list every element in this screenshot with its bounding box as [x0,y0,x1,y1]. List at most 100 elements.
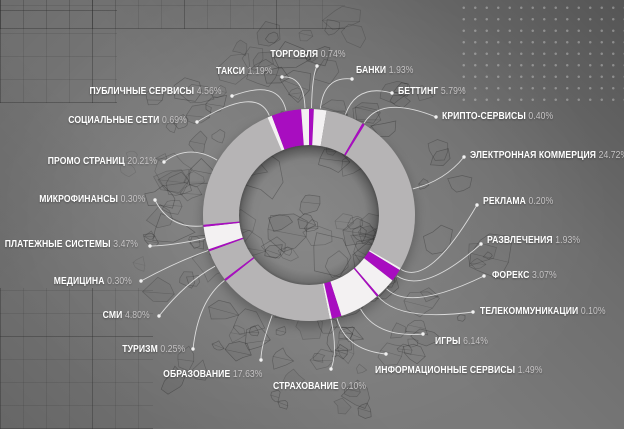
stone-facet-line [277,401,288,407]
stone-outline [188,130,208,153]
stone-facet-line [298,32,313,37]
category-label: ТУРИЗМ 0.25% [122,344,185,356]
category-label: КРИПТО-СЕРВИСЫ 0.40% [442,111,553,123]
donut-segment [354,258,393,296]
donut-segment [301,108,309,146]
stone-outline [336,338,355,365]
stone-outline [272,347,295,370]
stone-outline [312,353,326,363]
stone-outline [232,308,266,335]
leader-dot [315,64,319,68]
category-percent: 20.21% [127,156,157,167]
donut-segment [267,115,285,151]
stone-facet-line [275,329,286,333]
leader-dot [153,198,157,202]
stone-outline [298,30,314,42]
stone-outline [143,230,156,240]
stone-facet-line [273,56,311,60]
category-percent: 1.49% [517,365,543,376]
stone-outline [256,20,281,47]
stone-outline [241,46,264,71]
stone-outline [160,365,186,395]
leader-dot [421,332,425,336]
leader-dot [195,120,199,124]
stone-facet-line [225,349,252,356]
stone-outline [273,41,312,69]
category-percent: 0.74% [320,49,346,60]
stone-facet-line [164,204,183,207]
stone-outline [264,31,279,44]
donut-segment [209,238,254,280]
stone-outline [354,102,381,124]
category-percent: 0.10% [580,306,606,317]
stone-outline [403,343,426,365]
leader-dot [191,347,195,351]
stone-outline [179,184,203,202]
category-name: ФОРЕКС [492,270,530,281]
stone-facet-line [211,343,225,349]
stone-outline [304,51,317,63]
stone-outline [152,213,196,243]
leader-dot [162,160,166,164]
stone-outline [340,23,367,49]
category-percent: 0.30% [120,194,145,205]
leader-dot [259,358,263,362]
stone-outline [270,389,281,403]
stone-outline [211,128,226,144]
stone-facet-line [288,92,303,95]
leader-line [330,319,335,370]
stone-outline [469,233,513,280]
stone-facet-line [279,78,310,91]
stone-outline [275,326,287,336]
leader-dot [434,115,438,119]
stone-outline [263,66,290,84]
stone-outline [277,400,289,410]
stone-outline [119,161,137,178]
stone-outline [165,122,177,134]
donut-segment [225,258,330,321]
stone-outline [357,402,372,419]
category-label: БЕТТИНГ 5.79% [398,86,466,98]
category-label: ПУБЛИЧНЫЕ СЕРВИСЫ 4.56% [90,86,222,98]
leader-dot [471,310,475,314]
stone-outline [340,379,370,409]
stone-outline [302,46,331,67]
leader-dot [482,274,486,278]
stone-outline [161,199,183,215]
stone-outline [482,251,493,260]
stone-outline [419,287,439,303]
stone-facet-line [344,387,361,393]
stone-outline [252,51,274,68]
leader-line [260,315,273,361]
stone-outline [232,39,248,57]
category-label: ИНФОРМАЦИОННЫЕ СЕРВИСЫ 1.49% [375,365,543,377]
leader-lines [139,64,486,371]
stone-facet-line [180,192,202,195]
stone-facet-line [357,407,371,413]
category-name: ТОРГОВЛЯ [270,49,319,60]
stone-facet-line [192,374,208,376]
stone-facet-line [418,183,429,186]
leader-line [163,151,218,163]
category-percent: 0.20% [528,196,554,207]
category-name: КРИПТО-СЕРВИСЫ [442,111,526,122]
category-label: МЕДИЦИНА 0.30% [54,276,132,288]
donut-segment [203,222,243,250]
stone-facet-line [245,339,271,344]
stone-outline [212,84,227,98]
category-label: ОБРАЗОВАНИЕ 17.63% [164,369,263,381]
stone-outline [430,148,451,166]
donut-hole-inner-shadow [239,145,379,285]
stone-outline [392,82,412,97]
stone-facet-line [470,263,486,265]
stone-outline [469,258,487,270]
leader-dot [350,77,354,81]
stone-outline [403,291,440,318]
stone-outline [416,84,434,102]
stone-facet-line [470,252,509,263]
category-name: СТРАХОВАНИЕ [273,381,339,392]
leader-line [192,280,225,350]
stone-outline [326,326,355,352]
stone-outline [144,184,176,209]
